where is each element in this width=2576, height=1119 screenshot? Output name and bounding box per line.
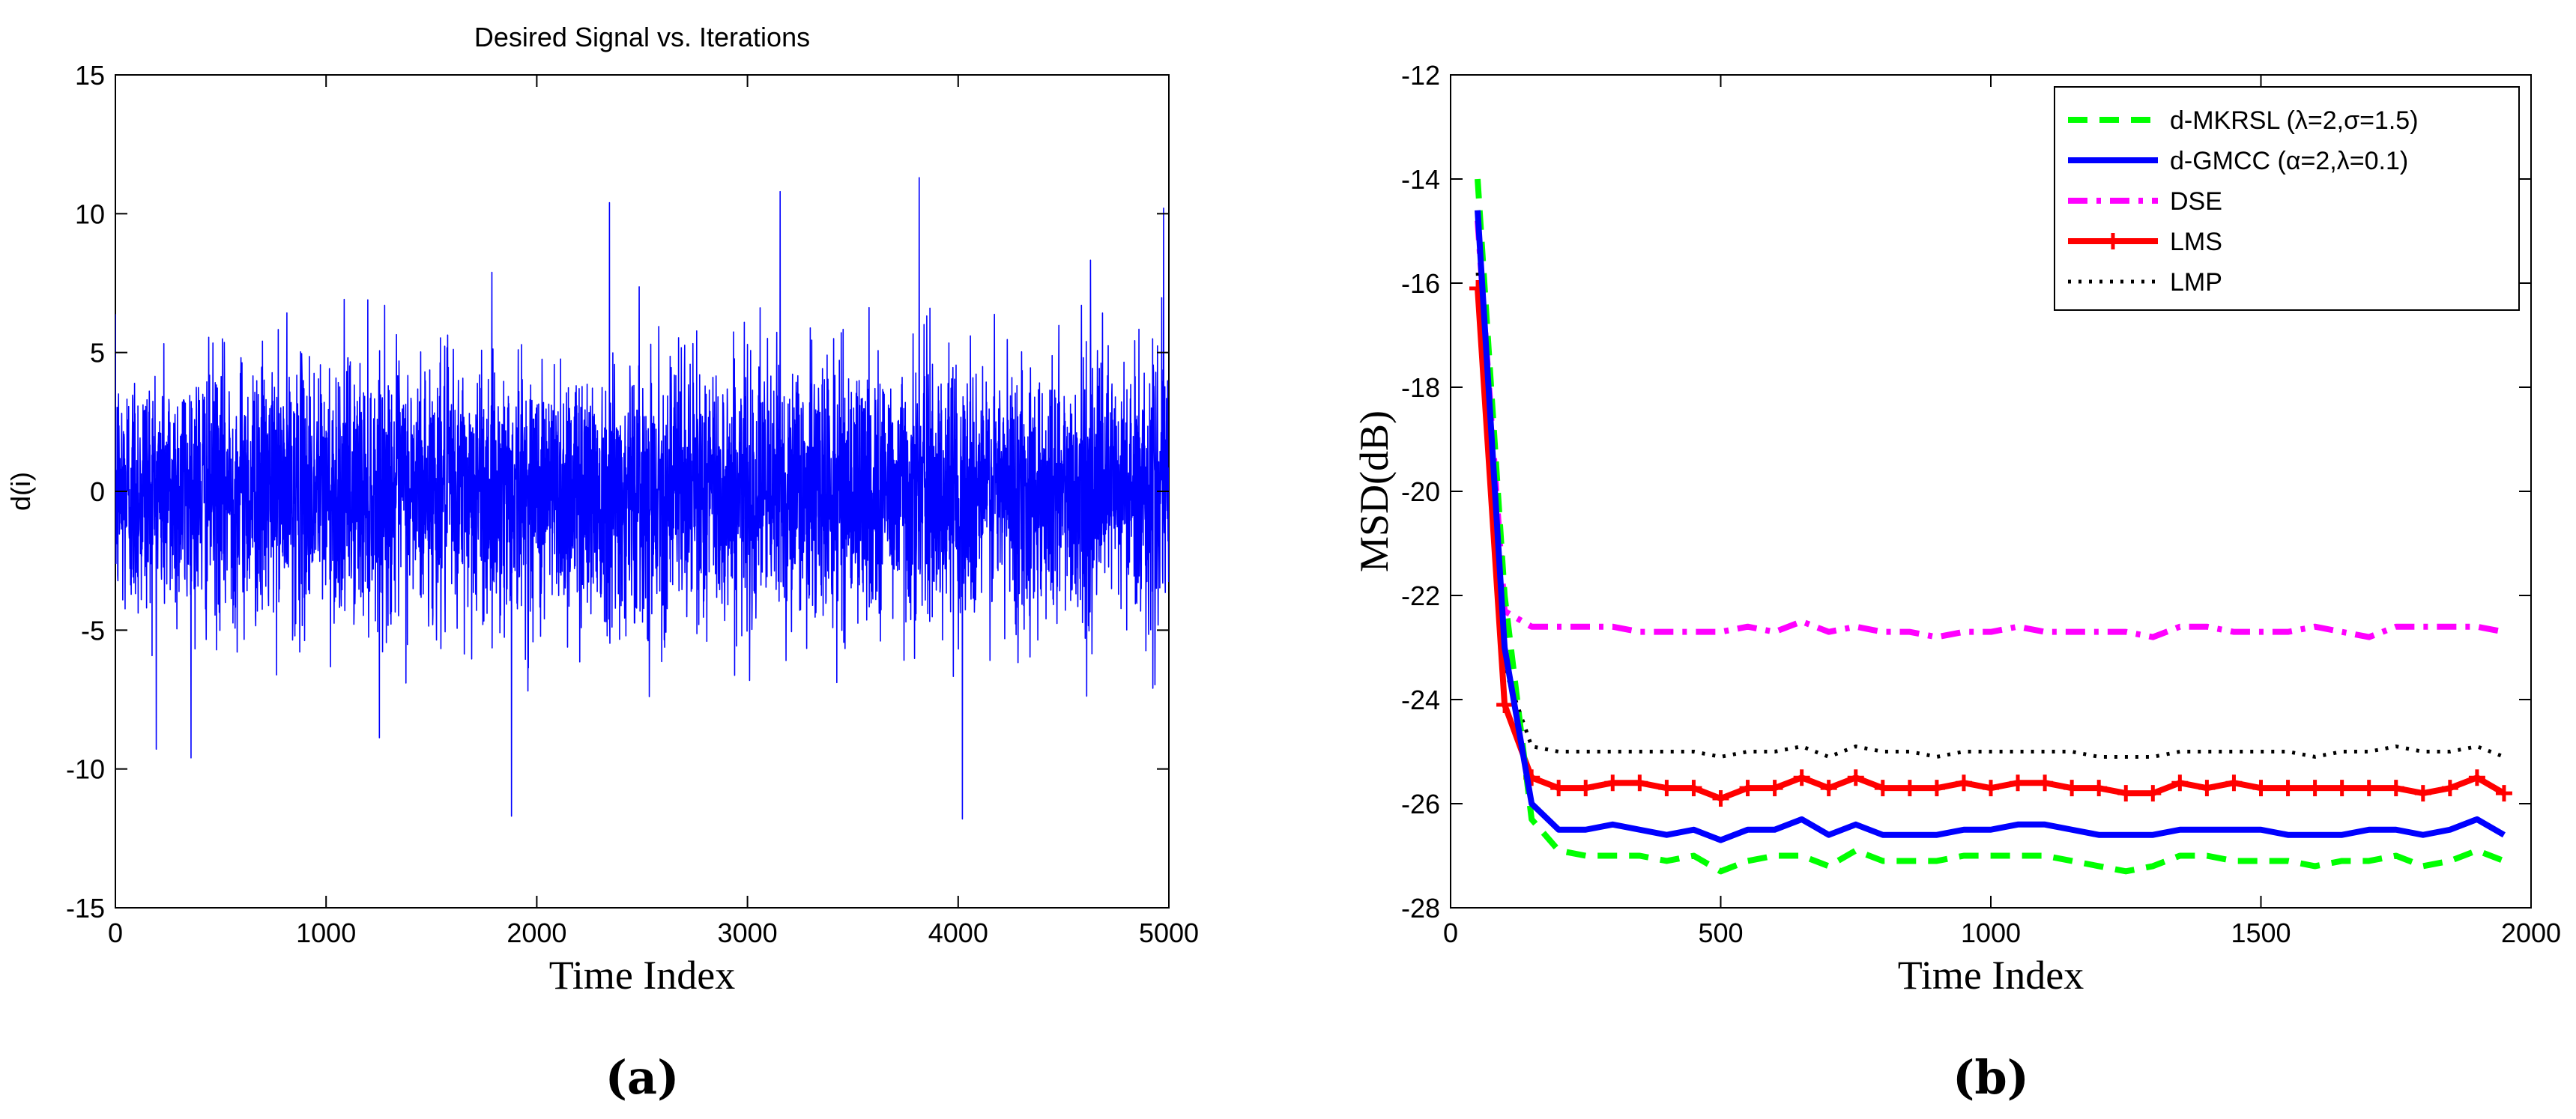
lms-marker <box>2387 780 2404 797</box>
lms-marker <box>2010 774 2027 792</box>
panel-b-xtick-label: 2000 <box>2501 918 2561 948</box>
panel-a-ytick-label: -15 <box>66 893 105 924</box>
lms-marker <box>1928 780 1945 797</box>
lms-marker <box>1685 780 1702 797</box>
panel-a-ytick-label: 0 <box>90 476 105 507</box>
lms-marker <box>2117 785 2135 802</box>
panel-b-xtick-label: 0 <box>1443 918 1458 948</box>
panel-b-ylabel: MSD(dB) <box>1352 410 1397 572</box>
lms-marker <box>2441 780 2458 797</box>
lms-marker <box>2198 780 2216 797</box>
lms-marker <box>1604 774 1621 792</box>
lms-marker <box>2252 780 2270 797</box>
lms-marker <box>1955 774 1972 792</box>
panel-a-ytick-label: 10 <box>75 198 105 229</box>
panel-b-ytick-label: -14 <box>1401 164 1440 195</box>
panel-b-ytick-label: -24 <box>1401 685 1440 715</box>
panel-b-ytick-label: -26 <box>1401 789 1440 819</box>
panel-a-ytick-label: 5 <box>90 338 105 369</box>
panel-a-ytick-label: -10 <box>66 754 105 785</box>
panel-b-label-close: ) <box>2007 1050 2029 1105</box>
lms-marker <box>2037 774 2054 792</box>
lms-marker <box>2171 774 2189 792</box>
panel-b: 0 500 1000 1500 2000 -28 -26 -24 -22 -20 -18 -16 -14… <box>1352 60 2561 1105</box>
series-line-dse <box>1475 220 2505 640</box>
legend-label: DSE <box>2170 187 2222 216</box>
lms-marker <box>1496 696 1514 713</box>
legend-label: d-GMCC (α=2,λ=0.1) <box>2170 147 2408 175</box>
panel-b-series <box>1469 178 2512 875</box>
lms-marker <box>1712 790 1729 807</box>
panel-a-xtick-label: 2000 <box>507 918 566 948</box>
panel-a-ytick-label: -5 <box>81 615 105 646</box>
desired-signal-line <box>115 177 1169 820</box>
lms-marker <box>1983 780 1999 797</box>
panel-b-ytick-label: -20 <box>1401 476 1440 507</box>
lms-marker <box>1793 769 1810 786</box>
legend-box <box>2054 86 2520 311</box>
legend-label: LMP <box>2170 268 2222 297</box>
lms-marker <box>2333 780 2350 797</box>
series-line-d-gmcc <box>1475 210 2506 843</box>
lms-marker <box>2279 780 2297 797</box>
panel-a-label: (a) <box>605 1050 680 1105</box>
panel-a-ytick-label: 15 <box>75 60 105 91</box>
lms-marker <box>2063 780 2081 797</box>
lms-marker <box>1550 780 1567 797</box>
panel-b-ytick-label: -12 <box>1401 60 1440 91</box>
panel-a-xtick-label: 1000 <box>296 918 356 948</box>
panel-a: Desired Signal vs. Iterations 0 1000 2000 3… <box>5 22 1199 1105</box>
lms-marker <box>1631 774 1648 792</box>
legend-label: d-MKRSL (λ=2,σ=1.5) <box>2170 106 2419 135</box>
series-line-lmp <box>1475 272 2505 759</box>
panel-b-ytick-label: -28 <box>1401 893 1440 924</box>
panel-a-ylabel: d(i) <box>5 472 36 511</box>
panel-b-label-letter: b <box>1974 1050 2007 1105</box>
lms-marker <box>2090 780 2108 797</box>
panel-a-xtick-label: 4000 <box>928 918 988 948</box>
panel-a-ticks: 0 1000 2000 3000 4000 5000 -15 -10 -5 0 5 10 15 <box>66 60 1199 948</box>
lms-marker <box>1766 780 1783 797</box>
panel-b-legend: d-MKRSL (λ=2,σ=1.5) d-GMCC (α=2,λ=0.1) DSE… <box>2054 86 2520 311</box>
lms-marker <box>2360 780 2377 797</box>
panel-b-xtick-label: 1500 <box>2231 918 2291 948</box>
lms-marker <box>2144 785 2162 802</box>
panel-b-xlabel: Time Index <box>1898 953 2084 998</box>
lms-marker <box>1820 780 1837 797</box>
panel-b-label-open: ( <box>1953 1050 1974 1105</box>
panel-a-xlabel: Time Index <box>549 953 736 998</box>
lms-marker <box>1901 780 1918 797</box>
panel-b-ytick-label: -16 <box>1401 268 1440 299</box>
panel-b-ytick-label: -18 <box>1401 372 1440 403</box>
lms-marker <box>1658 780 1675 797</box>
panel-a-title: Desired Signal vs. Iterations <box>474 22 810 52</box>
lms-marker <box>2468 769 2485 786</box>
panel-b-xtick-label: 1000 <box>1961 918 2021 948</box>
lms-marker <box>1874 780 1891 797</box>
lms-marker <box>2225 774 2243 792</box>
panel-a-label-close: ) <box>657 1050 679 1105</box>
panel-b-label: (b) <box>1953 1050 2029 1105</box>
panel-a-xtick-label: 0 <box>108 918 123 948</box>
lms-marker <box>2306 780 2323 797</box>
lms-marker <box>2495 785 2512 802</box>
panel-a-label-open: ( <box>605 1050 627 1105</box>
panel-a-label-letter: a <box>627 1050 657 1105</box>
series-line-d-mkrsl <box>1475 178 2506 875</box>
legend-marker <box>2105 233 2121 249</box>
legend-label: LMS <box>2170 228 2222 256</box>
panel-a-xtick-label: 3000 <box>718 918 778 948</box>
panel-b-xtick-label: 500 <box>1698 918 1743 948</box>
lms-marker <box>1739 780 1756 797</box>
lms-marker <box>2414 785 2431 802</box>
panel-b-ticks: 0 500 1000 1500 2000 -28 -26 -24 -22 -20 -18 -16 -14… <box>1401 60 2561 948</box>
panel-a-xtick-label: 5000 <box>1139 918 1199 948</box>
panel-b-ytick-label: -22 <box>1401 580 1440 611</box>
lms-marker <box>1847 769 1864 786</box>
lms-marker <box>1577 780 1594 797</box>
